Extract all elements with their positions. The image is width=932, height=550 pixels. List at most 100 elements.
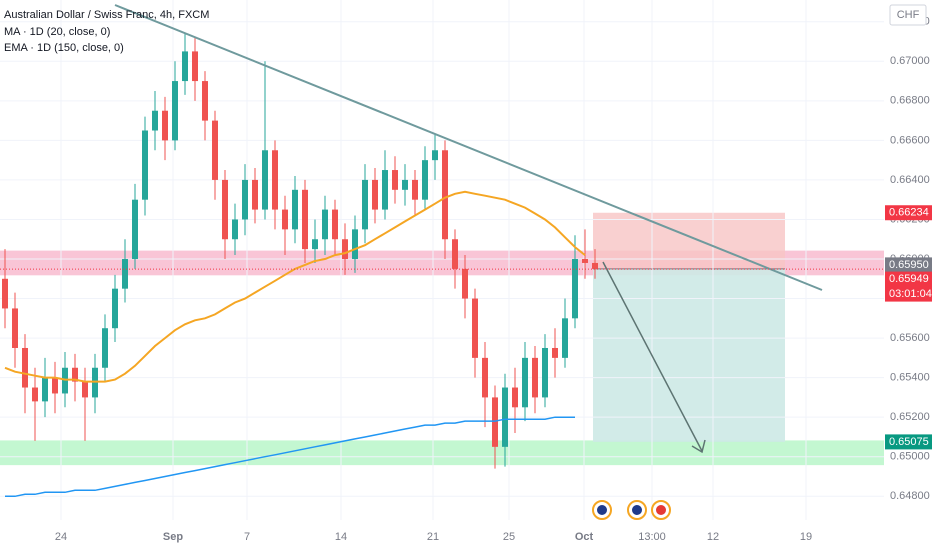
candle-body: [172, 81, 178, 141]
candle-body: [222, 179, 228, 240]
time-axis: [0, 522, 932, 550]
candle-body: [472, 298, 478, 358]
x-tick-label: 25: [503, 531, 515, 543]
x-tick-label: 13:00: [638, 531, 666, 543]
x-tick-label: 14: [335, 531, 347, 543]
legend-entry: EMA · 1D (150, close, 0): [4, 42, 124, 54]
candle-body: [182, 51, 188, 82]
chart-title: Australian Dollar / Swiss Franc, 4h, FXC…: [4, 9, 209, 21]
candle-body: [82, 381, 88, 398]
candle-body: [72, 367, 78, 382]
candle-body: [582, 259, 588, 263]
zone: [0, 440, 885, 466]
candle-body: [492, 397, 498, 447]
candle-body: [192, 51, 198, 82]
price-tag-label: 0.65949: [889, 273, 929, 285]
candle-body: [162, 110, 168, 141]
y-tick-label: 0.65000: [890, 451, 930, 463]
stop-zone: [593, 212, 785, 269]
candle-body: [212, 120, 218, 180]
candle-body: [32, 387, 38, 402]
candle-body: [392, 170, 398, 190]
candle-body: [52, 377, 58, 394]
candle-body: [322, 209, 328, 240]
trend-line: [114, 4, 823, 291]
candle-body: [342, 239, 348, 260]
countdown: 03:01:04: [889, 288, 932, 300]
candle-body: [292, 189, 298, 230]
candle-body: [362, 179, 368, 230]
candle-body: [552, 347, 558, 358]
candle-body: [112, 288, 118, 329]
x-tick-label: Sep: [163, 531, 183, 543]
x-tick-label: 24: [55, 531, 67, 543]
candle-body: [22, 347, 28, 388]
candle-body: [382, 170, 388, 210]
x-tick-label: Oct: [575, 531, 594, 543]
price-tag-label: 0.66234: [889, 207, 929, 219]
candle-body: [562, 318, 568, 358]
legend-entry: MA · 1D (20, close, 0): [4, 26, 110, 38]
candle-body: [572, 259, 578, 319]
candle-body: [512, 387, 518, 408]
indicator-line: [5, 416, 575, 498]
candle-body: [12, 308, 18, 348]
price-tag: [885, 205, 932, 221]
candle-body: [522, 357, 528, 408]
candle-body: [412, 179, 418, 200]
candle-body: [432, 150, 438, 161]
candle-body: [242, 179, 248, 220]
candle-body: [502, 387, 508, 447]
y-tick-label: 0.65200: [890, 411, 930, 423]
x-tick-label: 7: [244, 531, 250, 543]
y-tick-label: 0.65600: [890, 332, 930, 344]
y-tick-label: 0.66800: [890, 95, 930, 107]
candle-body: [132, 199, 138, 260]
candle-body: [272, 150, 278, 210]
candle-body: [422, 160, 428, 200]
candle-body: [452, 239, 458, 269]
price-tag-label: 0.65950: [889, 259, 929, 271]
price-tag: [885, 434, 932, 450]
candle-body: [312, 239, 318, 250]
y-tick-label: 0.66600: [890, 134, 930, 146]
x-tick-label: 21: [427, 531, 439, 543]
y-tick-label: 0.67000: [890, 55, 930, 67]
candle-body: [232, 219, 238, 240]
candle-body: [402, 179, 408, 190]
event-icons: [592, 500, 671, 520]
candle-body: [62, 367, 68, 394]
candle-body: [152, 110, 158, 131]
y-tick-label: 0.65400: [890, 372, 930, 384]
candle-body: [442, 150, 448, 240]
candle-body: [462, 268, 468, 299]
price-tag: [885, 257, 932, 273]
candle-body: [372, 179, 378, 210]
candle-body: [352, 229, 358, 260]
candle-body: [102, 328, 108, 368]
candle-body: [532, 357, 538, 398]
x-tick-label: 12: [707, 531, 719, 543]
candle-body: [592, 262, 598, 269]
candle-body: [202, 81, 208, 121]
currency-box[interactable]: [889, 4, 927, 26]
candle-body: [542, 347, 548, 398]
candle-body: [262, 150, 268, 210]
candle-body: [302, 189, 308, 250]
candle-body: [282, 209, 288, 230]
x-tick-label: 19: [800, 531, 812, 543]
candle-body: [2, 278, 8, 309]
price-tag: [885, 271, 932, 302]
candle-body: [142, 130, 148, 200]
candle-body: [332, 209, 338, 240]
currency: CHF: [897, 9, 920, 21]
target-zone: [593, 268, 785, 442]
candle-body: [252, 179, 258, 210]
candle-body: [122, 259, 128, 289]
candle-body: [482, 357, 488, 398]
y-tick-label: 0.64800: [890, 490, 930, 502]
y-tick-label: 0.66400: [890, 174, 930, 186]
price-tag-label: 0.65075: [889, 436, 929, 448]
forecast-arrow: [602, 261, 706, 454]
